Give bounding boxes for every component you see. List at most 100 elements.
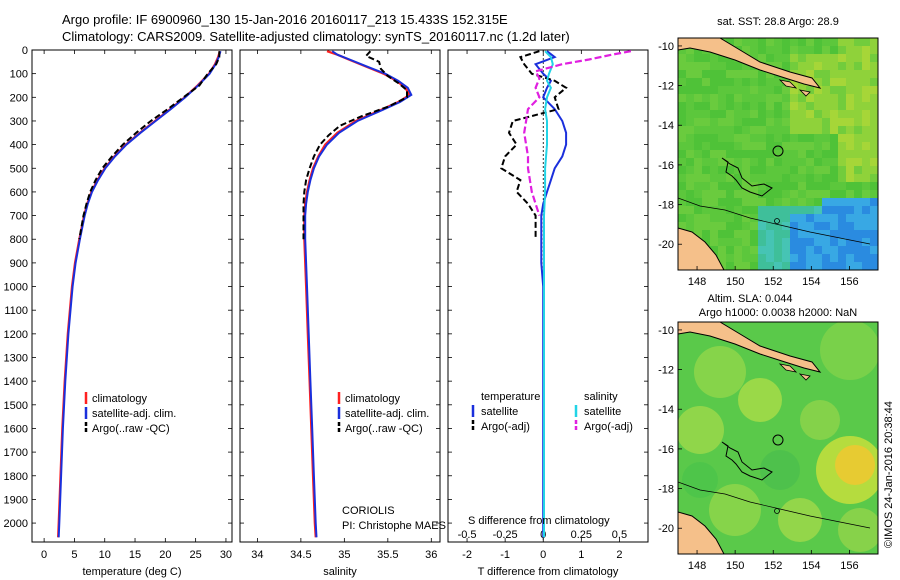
pi-label: PI: Christophe MAES bbox=[342, 520, 446, 532]
sst-cell bbox=[710, 118, 718, 126]
map-lat-label: -12 bbox=[658, 81, 674, 93]
sst-cell bbox=[870, 86, 878, 94]
sst-cell bbox=[726, 246, 734, 254]
sst-cell bbox=[750, 126, 758, 134]
sst-cell bbox=[790, 230, 798, 238]
sst-cell bbox=[766, 118, 774, 126]
sst-cell bbox=[742, 174, 750, 182]
sst-cell bbox=[774, 126, 782, 134]
sst-cell bbox=[750, 214, 758, 222]
sst-cell bbox=[718, 94, 726, 102]
x-tick-label: 36 bbox=[425, 549, 437, 561]
sst-cell bbox=[718, 206, 726, 214]
sst-cell bbox=[814, 150, 822, 158]
sst-cell bbox=[862, 110, 870, 118]
sst-cell bbox=[838, 190, 846, 198]
sst-cell bbox=[766, 238, 774, 246]
sst-cell bbox=[734, 86, 742, 94]
sst-cell bbox=[782, 206, 790, 214]
sst-cell bbox=[766, 54, 774, 62]
sst-cell bbox=[854, 134, 862, 142]
sst-cell bbox=[710, 54, 718, 62]
sst-cell bbox=[870, 190, 878, 198]
sst-cell bbox=[790, 174, 798, 182]
sst-cell bbox=[846, 206, 854, 214]
sst-cell bbox=[846, 254, 854, 262]
sst-cell bbox=[742, 142, 750, 150]
sst-cell bbox=[830, 94, 838, 102]
sst-cell bbox=[718, 142, 726, 150]
sst-cell bbox=[750, 102, 758, 110]
series-line-argo-raw-qc- bbox=[78, 51, 221, 240]
sst-cell bbox=[806, 182, 814, 190]
sst-cell bbox=[686, 150, 694, 158]
sst-cell bbox=[758, 158, 766, 166]
sst-cell bbox=[750, 190, 758, 198]
sst-cell bbox=[830, 118, 838, 126]
sst-cell bbox=[814, 158, 822, 166]
sst-cell bbox=[798, 246, 806, 254]
sst-cell bbox=[710, 150, 718, 158]
sst-cell bbox=[742, 126, 750, 134]
sst-cell bbox=[822, 166, 830, 174]
sst-cell bbox=[830, 182, 838, 190]
depth-tick-label: 300 bbox=[10, 116, 28, 128]
sst-cell bbox=[798, 222, 806, 230]
sst-cell bbox=[726, 182, 734, 190]
sst-cell bbox=[734, 246, 742, 254]
sst-cell bbox=[822, 110, 830, 118]
sst-cell bbox=[734, 38, 742, 46]
sst-cell bbox=[822, 142, 830, 150]
sst-cell bbox=[686, 70, 694, 78]
sst-cell bbox=[862, 190, 870, 198]
coastline-australia bbox=[678, 227, 725, 270]
sst-cell bbox=[694, 94, 702, 102]
sst-cell bbox=[798, 214, 806, 222]
sst-cell bbox=[862, 94, 870, 102]
depth-tick-label: 400 bbox=[10, 140, 28, 152]
sst-cell bbox=[870, 230, 878, 238]
sst-cell bbox=[870, 158, 878, 166]
sst-cell bbox=[710, 126, 718, 134]
sst-cell bbox=[734, 150, 742, 158]
sst-cell bbox=[742, 262, 750, 270]
sla-map-frame bbox=[677, 321, 879, 555]
sst-cell bbox=[846, 46, 854, 54]
sst-cell bbox=[846, 62, 854, 70]
sst-cell bbox=[750, 230, 758, 238]
sst-cell bbox=[726, 134, 734, 142]
sst-cell bbox=[870, 70, 878, 78]
sst-cell bbox=[758, 214, 766, 222]
sst-cell bbox=[742, 198, 750, 206]
sst-cell bbox=[686, 62, 694, 70]
depth-tick-label: 2000 bbox=[4, 518, 28, 530]
depth-tick-label: 1000 bbox=[4, 282, 28, 294]
sst-cell bbox=[742, 86, 750, 94]
sst-cell bbox=[790, 254, 798, 262]
sst-cell bbox=[854, 254, 862, 262]
sst-cell bbox=[686, 222, 694, 230]
sst-cell bbox=[782, 254, 790, 262]
sst-cell bbox=[814, 38, 822, 46]
sst-cell bbox=[870, 134, 878, 142]
sst-cell bbox=[790, 190, 798, 198]
sst-cell bbox=[798, 62, 806, 70]
difference-plot-frame bbox=[447, 49, 649, 543]
sst-cell bbox=[862, 102, 870, 110]
sst-cell bbox=[782, 150, 790, 158]
sst-cell bbox=[702, 86, 710, 94]
legend-label-climatology: climatology bbox=[92, 393, 148, 405]
sst-cell bbox=[846, 110, 854, 118]
x-tick-label: 0 bbox=[41, 549, 47, 561]
sst-cell bbox=[678, 158, 686, 166]
sst-cell bbox=[814, 118, 822, 126]
sst-cell bbox=[694, 166, 702, 174]
sst-cell bbox=[870, 174, 878, 182]
sst-cell bbox=[678, 46, 686, 54]
sst-cell bbox=[766, 254, 774, 262]
sst-cell bbox=[806, 142, 814, 150]
sst-cell bbox=[694, 142, 702, 150]
sst-cell bbox=[710, 238, 718, 246]
sst-cell bbox=[694, 214, 702, 222]
sst-cell bbox=[742, 38, 750, 46]
